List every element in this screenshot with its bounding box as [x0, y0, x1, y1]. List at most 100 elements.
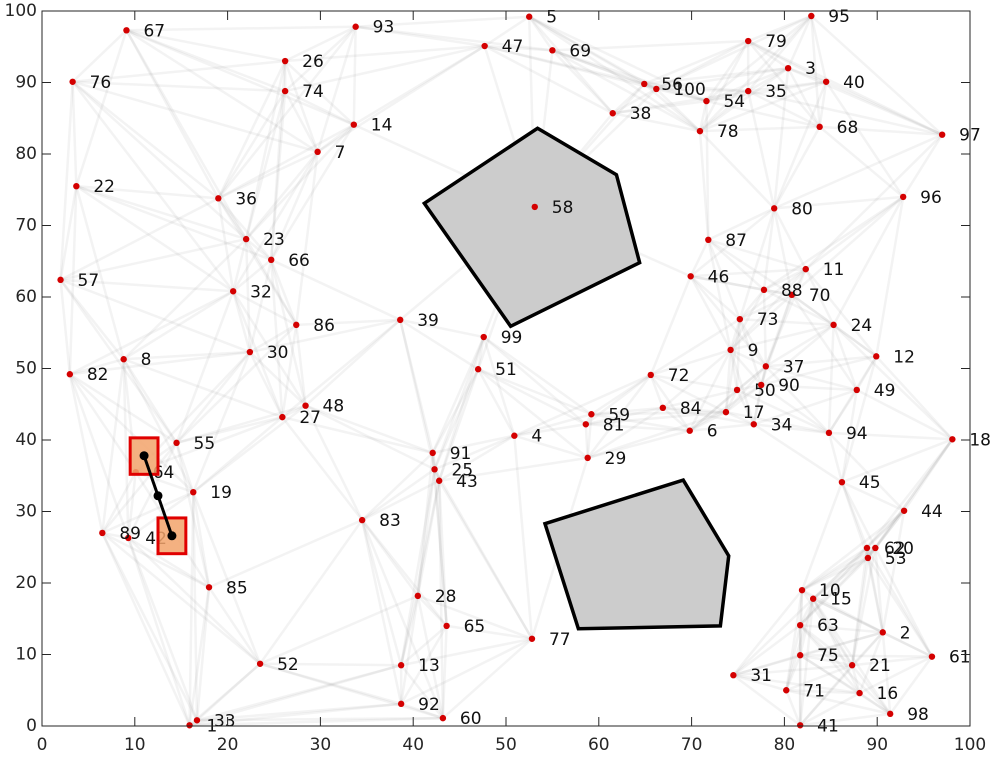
point-label: 54 — [723, 92, 745, 112]
point-label: 35 — [765, 82, 787, 102]
point — [796, 621, 804, 629]
roadmap-edge — [655, 39, 749, 91]
roadmap-edge — [586, 414, 593, 458]
point-label: 92 — [418, 695, 440, 715]
roadmap-edge — [72, 59, 286, 84]
roadmap-edge — [850, 557, 870, 666]
roadmap-edge — [643, 39, 749, 86]
roadmap-edge — [126, 29, 286, 93]
roadmap-edge — [760, 383, 830, 434]
roadmap-edge — [528, 15, 707, 103]
roadmap-edge — [785, 689, 891, 716]
point — [784, 65, 792, 72]
roadmap-edge — [59, 81, 74, 280]
roadmap-edge — [284, 89, 355, 126]
roadmap-edge — [760, 323, 835, 386]
y-tick-label: 90 — [15, 73, 37, 93]
roadmap-edge — [866, 509, 905, 549]
point — [173, 439, 180, 447]
point-label: 21 — [869, 656, 891, 676]
roadmap-edge — [649, 374, 665, 409]
point — [414, 592, 422, 600]
roadmap-edge — [514, 423, 587, 437]
roadmap-edge — [765, 355, 877, 368]
point-label: 58 — [552, 198, 574, 218]
roadmap-edge — [825, 81, 905, 198]
roadmap-edge — [244, 239, 252, 353]
point — [229, 288, 237, 295]
roadmap-edge — [753, 423, 843, 484]
roadmap-edge — [281, 416, 364, 521]
roadmap-edge — [804, 268, 878, 358]
point — [66, 371, 74, 378]
roadmap-edge — [192, 491, 211, 588]
roadmap-edge — [434, 434, 515, 471]
roadmap-edge — [799, 654, 861, 695]
point-label: 26 — [302, 52, 324, 72]
roadmap-edge — [259, 662, 444, 720]
roadmap-edge — [612, 89, 749, 115]
point-label: 18 — [969, 430, 991, 450]
roadmap-edge — [71, 81, 235, 293]
roadmap-edge — [748, 80, 827, 93]
roadmap-edge — [248, 351, 284, 418]
roadmap-edge — [69, 290, 234, 376]
obstacle — [421, 126, 642, 329]
point — [758, 381, 765, 389]
roadmap-edge — [72, 80, 286, 93]
roadmap-edge — [283, 60, 319, 153]
roadmap-edge — [800, 653, 932, 658]
roadmap-edge — [732, 674, 801, 727]
roadmap-edge — [127, 537, 191, 726]
roadmap-edge — [804, 268, 835, 326]
point — [687, 273, 694, 280]
roadmap-edge — [785, 654, 802, 691]
roadmap-edge — [249, 351, 307, 407]
roadmap-edge — [812, 556, 869, 600]
roadmap-edge — [690, 267, 806, 278]
roadmap-edge — [127, 491, 194, 539]
point-label: 2 — [900, 623, 911, 643]
point-label: 25 — [452, 460, 474, 480]
roadmap-edge — [801, 509, 905, 592]
roadmap-edge — [689, 239, 710, 277]
point — [873, 353, 880, 360]
roadmap-edge — [244, 60, 287, 240]
roadmap-edge — [764, 268, 807, 367]
roadmap-edge — [71, 81, 78, 187]
roadmap-edge — [785, 689, 802, 726]
roadmap-edge — [176, 404, 306, 445]
roadmap-edge — [269, 259, 307, 406]
point — [830, 321, 837, 329]
roadmap-edge — [71, 80, 247, 241]
point-label: 15 — [830, 590, 852, 610]
roadmap-edge — [68, 373, 195, 494]
roadmap-edge — [217, 25, 357, 200]
roadmap-edge — [477, 368, 592, 416]
point — [762, 363, 770, 370]
roadmap-edge — [818, 81, 828, 128]
point — [745, 87, 752, 95]
roadmap-edge — [416, 595, 448, 627]
roadmap-edge — [316, 26, 357, 153]
x-tick-label: 20 — [217, 735, 239, 755]
roadmap-edge — [799, 624, 892, 715]
point — [822, 78, 830, 85]
roadmap-edge — [739, 293, 793, 321]
roadmap-edge — [270, 258, 401, 322]
roadmap-edge — [747, 39, 943, 136]
roadmap-edge — [127, 537, 261, 665]
roadmap-edge — [688, 349, 732, 432]
roadmap-edge — [747, 40, 821, 128]
roadmap-edge — [316, 123, 355, 153]
roadmap-edge — [101, 532, 199, 721]
point-label: 66 — [288, 251, 310, 271]
roadmap-edge — [738, 289, 765, 320]
roadmap-edge — [725, 383, 762, 414]
roadmap-edge — [851, 631, 884, 667]
roadmap-edge — [60, 278, 251, 354]
roadmap-edge — [231, 238, 248, 292]
roadmap-edge — [866, 557, 884, 633]
roadmap-edge — [858, 631, 884, 694]
roadmap-edge — [484, 44, 657, 91]
